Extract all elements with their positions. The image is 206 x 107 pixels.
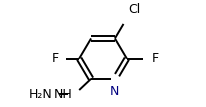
Text: F: F [152,52,159,65]
Text: H₂N: H₂N [29,88,53,101]
Text: NH: NH [54,88,73,101]
Text: F: F [52,52,59,65]
Text: N: N [110,85,120,98]
Text: Cl: Cl [129,3,141,16]
